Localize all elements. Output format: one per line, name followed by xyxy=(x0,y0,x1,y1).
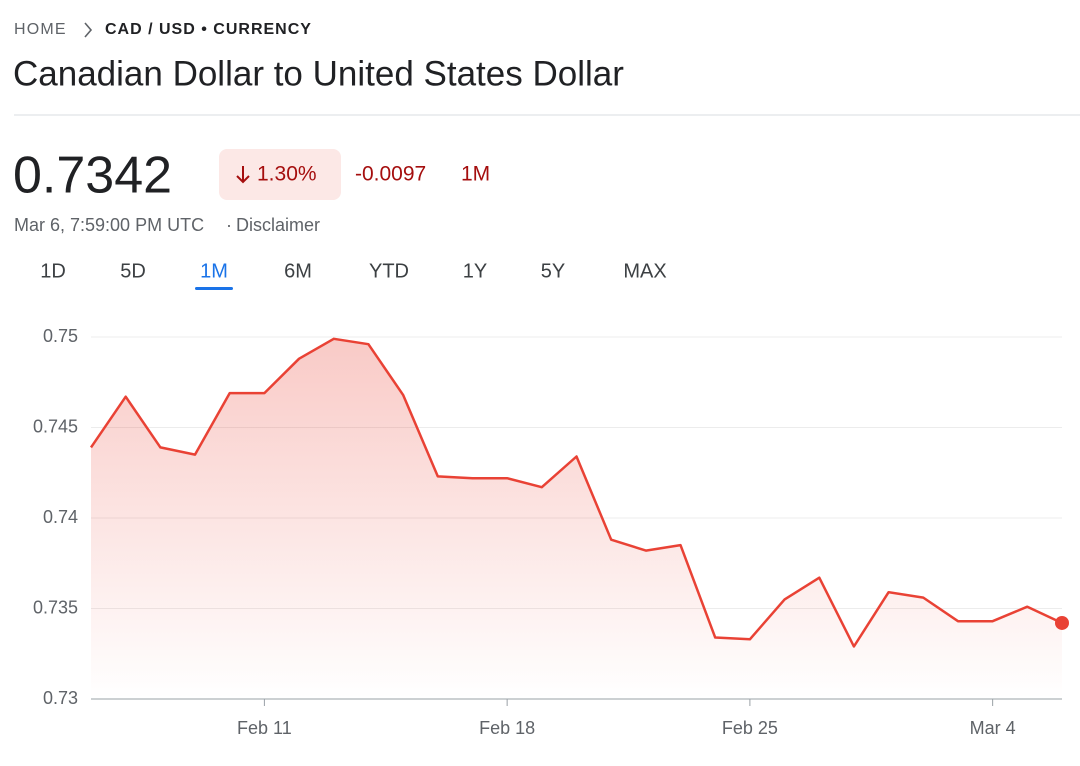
x-tick-label: Feb 18 xyxy=(479,718,535,738)
x-tick-label: Feb 25 xyxy=(722,718,778,738)
x-tick-label: Mar 4 xyxy=(970,718,1016,738)
range-tab[interactable]: 5D xyxy=(120,260,146,282)
separator: · xyxy=(226,215,232,235)
chart: 0.73 0.735 0.74 0.745 0.75 Feb 11 Feb 18 Feb 25… xyxy=(33,326,1069,738)
last-point xyxy=(1055,615,1069,630)
line xyxy=(89,337,1063,648)
range-tab[interactable]: 6M xyxy=(284,260,312,282)
price: 0.7342 xyxy=(13,147,172,205)
change-percent: 1.30% xyxy=(257,163,317,186)
breadcrumb-chevron xyxy=(84,22,93,38)
y-tick-label: 0.745 xyxy=(33,416,78,436)
y-tick-label: 0.75 xyxy=(43,326,78,346)
range-tabs: 1D 5D 1M 6M YTD 1Y 5Y MAX xyxy=(40,260,667,290)
page-title: Canadian Dollar to United States Dollar xyxy=(13,54,624,93)
x-tick-label: Feb 11 xyxy=(237,718,292,738)
timestamp: Mar 6, 7:59:00 PM UTC xyxy=(14,215,204,235)
breadcrumb-home[interactable]: HOME xyxy=(14,21,67,38)
change-badge xyxy=(219,149,341,200)
down-arrow xyxy=(236,166,250,184)
change-period: 1M xyxy=(461,163,490,186)
range-tab[interactable]: 1M xyxy=(200,260,228,282)
range-tab[interactable]: 5Y xyxy=(541,260,565,282)
y-tick-label: 0.73 xyxy=(43,688,78,708)
range-tab[interactable]: MAX xyxy=(623,260,666,282)
active-tab-underline xyxy=(195,287,233,290)
change-value: -0.0097 xyxy=(355,163,426,186)
area xyxy=(91,338,1062,699)
range-tab[interactable]: 1D xyxy=(40,260,66,282)
breadcrumb-current: CAD / USD • CURRENCY xyxy=(105,21,312,38)
range-tab[interactable]: 1Y xyxy=(463,260,487,282)
disclaimer[interactable]: Disclaimer xyxy=(236,215,320,235)
y-tick-label: 0.735 xyxy=(33,597,78,617)
range-tab[interactable]: YTD xyxy=(369,260,409,282)
y-tick-label: 0.74 xyxy=(43,507,78,527)
